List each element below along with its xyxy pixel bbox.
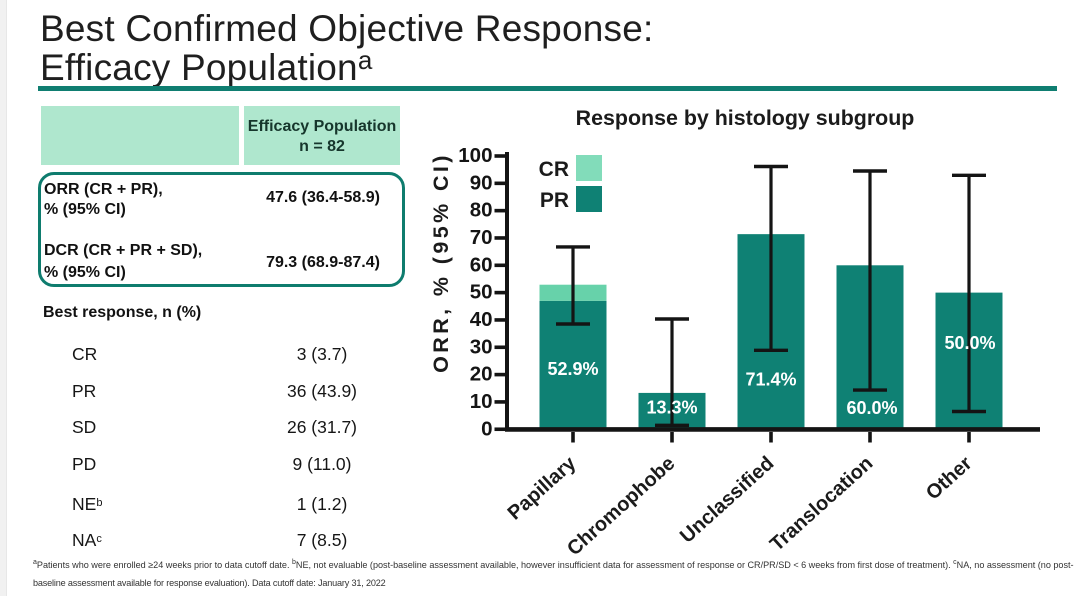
- svg-text:80: 80: [470, 199, 493, 222]
- svg-text:Response by histology subgroup: Response by histology subgroup: [576, 106, 915, 130]
- svg-text:CR: CR: [539, 158, 569, 181]
- svg-text:Unclassified: Unclassified: [676, 452, 778, 547]
- svg-text:0: 0: [481, 417, 492, 440]
- svg-text:50.0%: 50.0%: [944, 333, 995, 353]
- svg-text:30: 30: [470, 335, 493, 358]
- svg-text:Other: Other: [922, 452, 977, 504]
- svg-text:10: 10: [470, 390, 493, 413]
- svg-text:13.3%: 13.3%: [646, 398, 697, 418]
- svg-text:70: 70: [470, 226, 493, 249]
- svg-text:50: 50: [470, 281, 493, 304]
- svg-text:40: 40: [470, 308, 493, 331]
- svg-text:71.4%: 71.4%: [745, 369, 796, 389]
- svg-text:60: 60: [470, 253, 493, 276]
- svg-text:52.9%: 52.9%: [547, 359, 598, 379]
- svg-text:Chromophobe: Chromophobe: [563, 452, 679, 560]
- svg-text:60.0%: 60.0%: [846, 398, 897, 418]
- svg-text:20: 20: [470, 363, 493, 386]
- svg-text:ORR, % (95% CI): ORR, % (95% CI): [429, 152, 453, 373]
- svg-text:90: 90: [470, 171, 493, 194]
- svg-text:PR: PR: [540, 189, 569, 212]
- svg-text:Translocation: Translocation: [766, 452, 877, 555]
- svg-text:Papillary: Papillary: [504, 452, 581, 525]
- svg-text:100: 100: [458, 144, 492, 167]
